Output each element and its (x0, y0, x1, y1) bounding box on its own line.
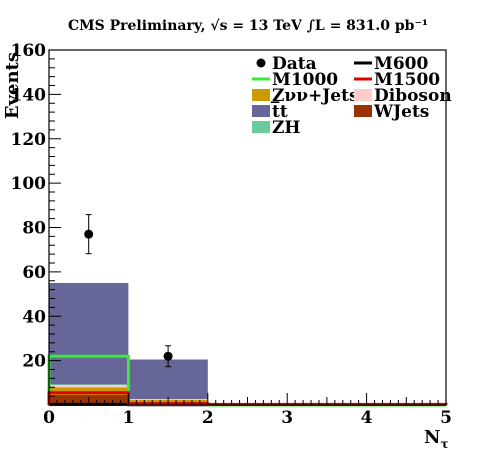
x-tick-label-4: 4 (361, 408, 373, 428)
data-points (84, 214, 173, 368)
bar-znunu-jets-bin-0 (49, 387, 129, 396)
legend-item-ttbar: t̅t (252, 101, 288, 122)
bar-ttbar-bin-0 (49, 282, 129, 385)
chart-title: CMS Preliminary, √s = 13 TeV ∫L = 831.0 … (68, 18, 428, 34)
x-tick-label-1: 1 (122, 408, 134, 428)
y-tick-label-60: 60 (22, 263, 46, 283)
legend-item-data: Data (256, 54, 317, 74)
legend-label-diboson: Diboson (374, 86, 452, 106)
legend-item-m1000: M1000 (252, 70, 338, 90)
y-tick-label-40: 40 (22, 307, 46, 327)
legend-swatch-zh (252, 121, 270, 133)
legend-swatch-wjets (354, 105, 372, 117)
x-tick-label-0: 0 (43, 408, 55, 428)
y-axis: 20 40 60 80 100 120 140 160 (11, 41, 61, 406)
y-tick-label-100: 100 (11, 174, 47, 194)
legend: Data M600 M1000 M1500 Zνν+Jets Diboson t̅t WJet… (252, 54, 452, 138)
legend-item-m600: M600 (354, 54, 428, 74)
x-axis-label-sub: τ (440, 437, 448, 451)
legend-label-zh: ZH (272, 118, 300, 138)
x-axis: 0 1 2 3 4 5 (43, 393, 452, 428)
legend-item-m1500: M1500 (354, 70, 440, 90)
bar-diboson-bin-0 (49, 385, 129, 388)
x-tick-label-3: 3 (281, 408, 293, 428)
y-tick-label-120: 120 (11, 130, 47, 150)
x-tick-label-5: 5 (440, 408, 452, 428)
y-axis-label: Events (2, 52, 23, 119)
legend-item-zh: ZH (252, 118, 300, 138)
legend-label-data: Data (272, 54, 317, 74)
legend-swatch-ttbar (252, 105, 270, 117)
legend-item-wjets: WJets (354, 102, 429, 122)
x-axis-label-main: N (424, 427, 440, 448)
legend-item-znunu-jets: Zνν+Jets (252, 86, 359, 106)
legend-swatch-diboson (354, 89, 372, 101)
legend-swatch-data (256, 58, 266, 68)
legend-swatch-znunu-jets (252, 89, 270, 101)
x-axis-label: Nτ (424, 427, 449, 451)
legend-item-diboson: Diboson (354, 86, 452, 106)
legend-label-wjets: WJets (373, 102, 429, 122)
legend-label-m1000: M1000 (272, 70, 338, 90)
y-tick-label-20: 20 (22, 352, 46, 372)
x-tick-label-2: 2 (202, 408, 214, 428)
y-tick-label-80: 80 (22, 219, 46, 239)
data-point-0 (84, 229, 94, 239)
legend-label-m600: M600 (374, 54, 428, 74)
legend-label-m1500: M1500 (374, 70, 440, 90)
legend-label-znunu-jets: Zνν+Jets (272, 86, 359, 106)
legend-label-ttbar: t̅t (270, 101, 287, 122)
y-tick-label-160: 160 (11, 41, 47, 61)
bar-zh-bin-0 (49, 384, 129, 386)
data-point-1 (163, 351, 173, 361)
y-tick-label-140: 140 (11, 85, 47, 105)
